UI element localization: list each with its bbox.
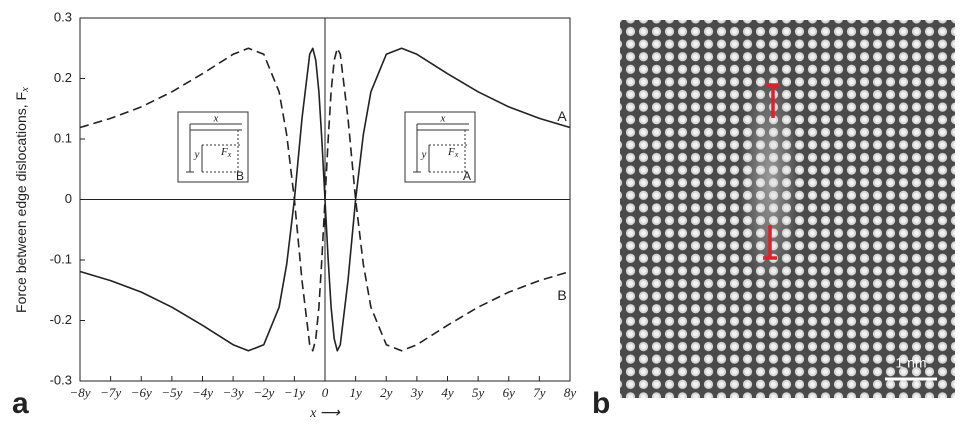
x-tick-label: 1y: [349, 385, 362, 400]
curve-label: B: [557, 287, 566, 303]
y-tick-label: 0.3: [54, 9, 72, 24]
y-axis-label: Force between edge dislocations, Fx: [13, 87, 31, 313]
x-axis-label: x ⟶: [309, 406, 341, 421]
y-tick-label: 0.1: [54, 130, 72, 145]
inset-force-sub: x: [227, 150, 232, 159]
y-tick-label: 0: [65, 191, 72, 206]
x-tick-label: 2y: [380, 385, 393, 400]
x-tick-label: 4y: [441, 385, 454, 400]
panel-label: b: [592, 387, 610, 420]
inset-force-text: F: [220, 146, 228, 158]
inset-name: B: [236, 169, 244, 183]
y-tick-label: -0.1: [50, 251, 72, 266]
x-tick-label: 6y: [503, 385, 516, 400]
scale-bar-label: 1 nm: [895, 355, 926, 371]
inset-x: x: [440, 113, 446, 125]
x-tick-label: −6y: [131, 385, 152, 400]
inset-y: y: [194, 149, 200, 161]
y-tick-label: -0.2: [50, 312, 72, 327]
y-axis-label-text: Force between edge dislocations, F: [13, 92, 29, 313]
inset-force: Fx: [447, 146, 459, 159]
x-tick-label: −5y: [161, 385, 182, 400]
x-tick-label: 8y: [564, 385, 577, 400]
inset-x: x: [213, 113, 219, 125]
x-tick-label: 3y: [410, 385, 424, 400]
x-tick-label: 7y: [533, 385, 546, 400]
x-tick-label: −4y: [192, 385, 213, 400]
lattice-image: 1 nm: [620, 20, 955, 398]
curve-label: A: [557, 108, 567, 124]
y-tick-label: 0.2: [54, 70, 72, 85]
x-tick-label: −7y: [100, 385, 121, 400]
inset-force-text: F: [447, 146, 455, 158]
x-tick-label: −2y: [253, 385, 274, 400]
x-tick-label: −3y: [223, 385, 244, 400]
panel-label: a: [12, 387, 29, 420]
x-tick-label: −8y: [69, 385, 90, 400]
curve: [79, 47, 571, 352]
inset-left: x y Fx B: [177, 111, 249, 183]
inset-right: x y Fx A: [404, 111, 476, 183]
inset-force: Fx: [220, 146, 232, 159]
x-tick-label: 0: [322, 385, 329, 400]
inset-y: y: [421, 149, 427, 161]
x-tick-label: −1y: [284, 385, 305, 400]
y-axis-label-sub: x: [19, 87, 31, 93]
x-tick-label: 5y: [472, 385, 485, 400]
inset-name: A: [463, 169, 471, 183]
inset-force-sub: x: [454, 150, 459, 159]
y-tick-label: -0.3: [50, 372, 72, 387]
